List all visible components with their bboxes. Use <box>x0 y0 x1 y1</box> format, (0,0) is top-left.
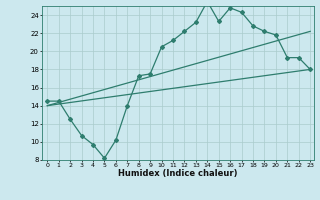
X-axis label: Humidex (Indice chaleur): Humidex (Indice chaleur) <box>118 169 237 178</box>
